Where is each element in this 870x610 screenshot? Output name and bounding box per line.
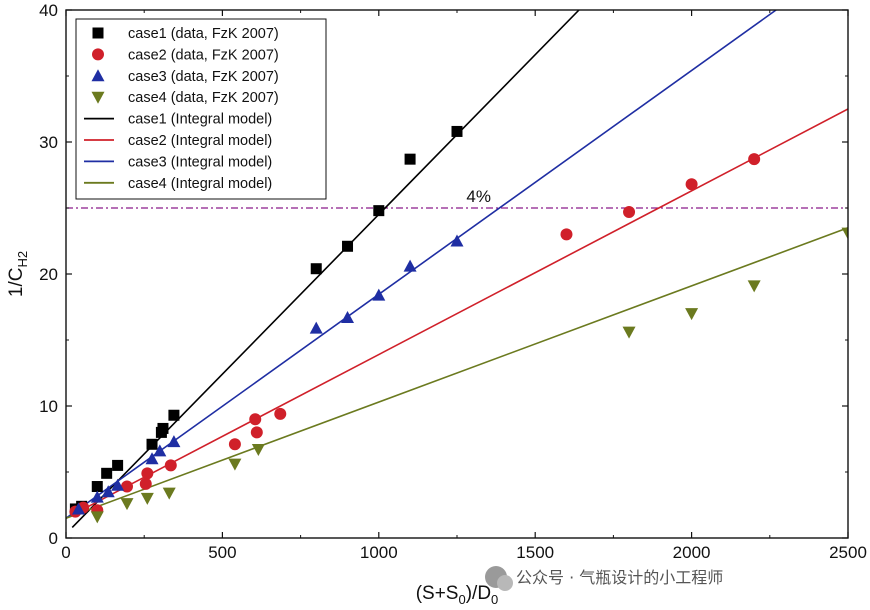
legend-label-7: case4 (Integral model) <box>128 176 272 192</box>
y-axis-label-main: 1/C <box>6 268 27 298</box>
x-axis-label-sub2: 0 <box>491 592 498 607</box>
legend-marker-2 <box>91 69 105 82</box>
series-line-7 <box>66 227 848 519</box>
series-3-point <box>747 280 761 293</box>
data-layer <box>66 10 848 528</box>
legend-label-5: case2 (Integral model) <box>128 133 272 149</box>
reference-line-label: 4% <box>466 187 491 206</box>
series-3-point <box>162 487 176 500</box>
series-2-point <box>341 311 355 324</box>
series-0-point <box>373 205 385 217</box>
series-2-point <box>309 321 323 334</box>
series-0-point <box>157 422 169 434</box>
y-axis-label: 1/CH2 <box>6 251 30 297</box>
series-1-point <box>249 413 262 426</box>
series-2-point <box>450 234 464 247</box>
series-1-point <box>164 459 177 472</box>
x-tick-label: 1000 <box>360 543 398 562</box>
y-tick-label: 20 <box>39 265 58 284</box>
series-1-point <box>250 426 263 439</box>
legend-marker-1 <box>92 48 104 61</box>
series-line-6 <box>66 10 777 519</box>
series-2-point <box>403 259 417 272</box>
x-axis-label: (S+S0)/D0 <box>416 583 499 607</box>
series-3-point <box>251 444 265 457</box>
legend: case1 (data, FzK 2007) case2 (data, FzK 2… <box>75 18 327 200</box>
series-3-point <box>685 308 699 321</box>
legend-label-4: case1 (Integral model) <box>128 112 272 128</box>
series-1-point <box>685 178 698 191</box>
watermark: 公众号 · 气瓶设计的小工程师 <box>485 566 723 591</box>
legend-label-2: case3 (data, FzK 2007) <box>128 69 279 85</box>
series-line-5 <box>66 108 848 519</box>
x-tick-label: 2500 <box>829 543 867 562</box>
y-tick-label: 30 <box>39 133 58 152</box>
y-axis-label-sub: H2 <box>15 251 30 268</box>
series-0-point <box>168 409 180 421</box>
x-axis-label-main: (S+S <box>416 583 459 604</box>
y-tick-label: 0 <box>49 529 58 548</box>
series-2-point <box>372 288 386 301</box>
series-3-point <box>90 511 104 524</box>
series-0-point <box>91 481 103 493</box>
series-2-point <box>101 485 115 498</box>
y-tick-label: 40 <box>39 1 58 20</box>
x-tick-label: 1500 <box>516 543 554 562</box>
series-2-point <box>145 452 159 465</box>
series-2-point <box>167 435 181 448</box>
legend-box <box>75 18 327 200</box>
series-1-point <box>228 438 241 451</box>
series-2-point <box>153 444 167 457</box>
series-2-point <box>111 478 125 491</box>
series-1-point <box>274 407 287 420</box>
series-0-point <box>404 153 416 165</box>
series-0-point <box>101 467 113 479</box>
series-0-point <box>451 125 463 137</box>
watermark-text: 公众号 · 气瓶设计的小工程师 <box>516 568 723 587</box>
x-tick-label: 500 <box>208 543 236 562</box>
series-3-point <box>622 326 636 339</box>
legend-label-0: case1 (data, FzK 2007) <box>128 26 279 42</box>
x-tick-label: 0 <box>61 543 70 562</box>
x-tick-label: 2000 <box>673 543 711 562</box>
legend-label-1: case2 (data, FzK 2007) <box>128 47 279 63</box>
series-2-point <box>90 490 104 503</box>
series-0-point <box>310 263 322 275</box>
legend-marker-0 <box>92 27 104 39</box>
series-1-point <box>139 477 152 490</box>
wechat-icon-bubble <box>497 575 513 591</box>
legend-label-3: case4 (data, FzK 2007) <box>128 90 279 106</box>
series-2-point <box>72 502 86 515</box>
series-0-point <box>342 240 354 252</box>
ticks-layer: 0 500 1000 1500 2000 2500 0 10 20 30 40 <box>39 1 867 562</box>
series-3-point <box>228 458 242 471</box>
legend-label-6: case3 (Integral model) <box>128 154 272 170</box>
series-1-point <box>623 205 636 218</box>
x-axis-label-sub1: 0 <box>458 592 465 607</box>
series-3-point <box>140 492 154 505</box>
series-0-point <box>146 438 158 450</box>
series-3-point <box>120 498 134 511</box>
series-1-point <box>560 228 573 241</box>
legend-marker-3 <box>91 91 105 104</box>
series-0-point <box>112 459 124 471</box>
y-tick-label: 10 <box>39 397 58 416</box>
series-1-point <box>748 153 761 166</box>
series-1-point <box>120 480 133 493</box>
series-3-point <box>841 227 848 240</box>
series-1-point <box>141 467 154 480</box>
x-axis-label-mid: )/D <box>466 583 491 604</box>
